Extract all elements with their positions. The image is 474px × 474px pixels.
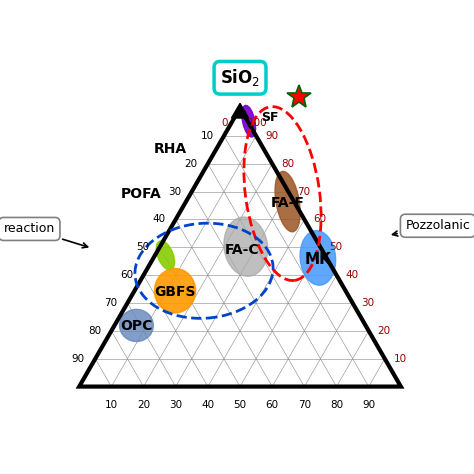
- Text: 80: 80: [330, 400, 343, 410]
- Text: 30: 30: [169, 400, 182, 410]
- Text: 10: 10: [201, 131, 214, 141]
- Text: 10: 10: [394, 354, 407, 364]
- Text: FA-C: FA-C: [224, 243, 259, 257]
- Text: 50: 50: [234, 400, 246, 410]
- Text: 90: 90: [362, 400, 375, 410]
- Text: 80: 80: [88, 326, 101, 336]
- Text: 90: 90: [265, 131, 278, 141]
- Polygon shape: [231, 103, 248, 118]
- Text: FA-F: FA-F: [271, 196, 305, 210]
- Text: RHA: RHA: [154, 142, 186, 155]
- Text: 100: 100: [248, 118, 268, 128]
- Text: 70: 70: [297, 187, 310, 197]
- Text: OPC: OPC: [120, 319, 153, 333]
- Ellipse shape: [156, 241, 174, 270]
- Text: 60: 60: [120, 270, 133, 280]
- Text: Pozzolanic: Pozzolanic: [392, 219, 470, 236]
- Text: 60: 60: [265, 400, 279, 410]
- Text: 20: 20: [184, 159, 198, 169]
- Text: 0: 0: [221, 118, 228, 128]
- Ellipse shape: [224, 217, 268, 276]
- Ellipse shape: [300, 231, 336, 285]
- Text: SF: SF: [261, 110, 279, 124]
- Text: 80: 80: [281, 159, 294, 169]
- Ellipse shape: [119, 310, 153, 342]
- Ellipse shape: [275, 172, 300, 232]
- Text: 40: 40: [346, 270, 359, 280]
- Text: 20: 20: [378, 326, 391, 336]
- Text: POFA: POFA: [120, 187, 161, 201]
- Text: 20: 20: [137, 400, 150, 410]
- Text: reaction: reaction: [4, 222, 88, 248]
- Ellipse shape: [242, 105, 255, 137]
- Text: 40: 40: [152, 214, 165, 224]
- Text: 70: 70: [104, 298, 117, 308]
- Text: 30: 30: [362, 298, 375, 308]
- Text: 90: 90: [72, 354, 85, 364]
- Text: 70: 70: [298, 400, 311, 410]
- Text: 10: 10: [105, 400, 118, 410]
- Text: 50: 50: [136, 242, 149, 252]
- Ellipse shape: [155, 269, 196, 313]
- Text: 60: 60: [313, 214, 327, 224]
- Text: SiO$_2$: SiO$_2$: [220, 67, 260, 88]
- Text: 50: 50: [329, 242, 343, 252]
- Text: MK: MK: [304, 252, 331, 267]
- Text: 30: 30: [168, 187, 182, 197]
- Text: 40: 40: [201, 400, 214, 410]
- Text: GBFS: GBFS: [155, 285, 196, 299]
